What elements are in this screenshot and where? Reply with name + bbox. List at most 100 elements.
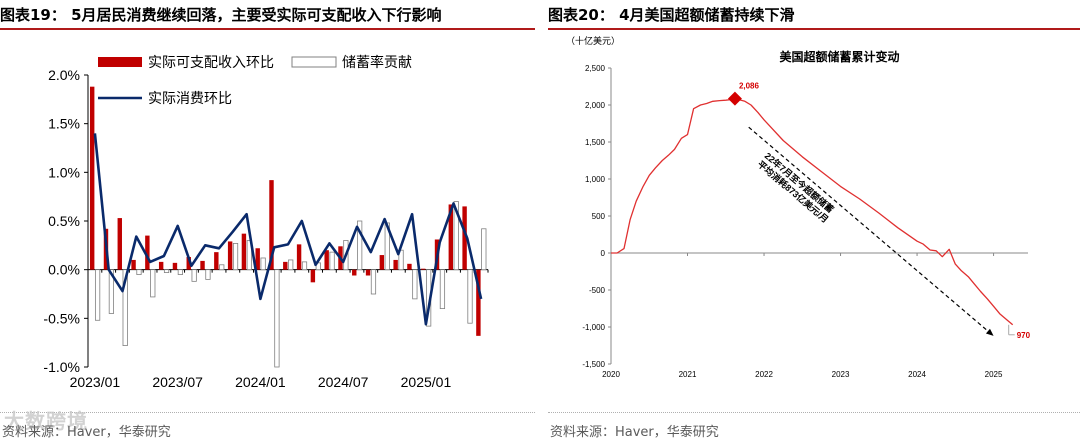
x-tick-label: 2020 (602, 370, 620, 379)
savings-bar (357, 220, 363, 271)
savings-bar (246, 240, 252, 271)
income-bar (241, 233, 247, 270)
figure-19-heading: 5月居民消费继续回落，主要受实际可支配收入下行影响 (71, 6, 442, 24)
x-tick-label: 2021 (679, 370, 697, 379)
income-bar (352, 269, 357, 276)
savings-bar (150, 269, 156, 298)
title-rule (548, 28, 1080, 30)
y-tick-label: -1,000 (582, 323, 605, 332)
income-bar (255, 248, 260, 270)
trend-annotation-line: 平均消耗873亿美元/月 (756, 158, 831, 224)
peak-label: 2,086 (739, 82, 760, 91)
income-bar (393, 259, 398, 270)
savings-bar (108, 269, 115, 314)
excess-savings-chart: （十亿美元） 美国超额储蓄累计变动 2,500 2,000 1,500 1,000 500 0… (566, 35, 1031, 379)
y-tick-label: 1,000 (585, 175, 606, 184)
income-bar (310, 269, 316, 283)
figure-19-label: 图表19： (0, 6, 66, 24)
y-tick-label: 2.0% (48, 67, 80, 83)
savings-bar (370, 269, 377, 295)
legend-label-income: 实际可支配收入环比 (148, 54, 274, 70)
income-bar (296, 244, 302, 270)
y-tick-label: 500 (592, 212, 606, 221)
savings-bar (288, 259, 294, 271)
trend-annotation-line: 22年7月至今超额储蓄 (763, 150, 836, 215)
savings-bar (94, 269, 101, 321)
income-bar (324, 250, 329, 270)
income-bar (283, 261, 288, 270)
figure-20-title: 图表20： 4月美国超额储蓄持续下滑 (548, 2, 795, 28)
y-tick-label: 2,000 (585, 101, 606, 110)
savings-bar (481, 228, 487, 271)
income-bar (131, 259, 136, 270)
savings-bar (439, 269, 446, 310)
y-tick-label: 1.0% (48, 164, 80, 180)
x-tick-label: 2022 (755, 370, 773, 379)
income-consumption-chart: 2.0% 1.5% 1.0% 0.5% 0.0% -0.5% -1.0%2023/01 202… (43, 54, 489, 390)
source-note: 资料来源：Haver，华泰研究 (550, 425, 719, 440)
chart-title: 美国超额储蓄累计变动 (779, 49, 899, 64)
y-tick-label: 0.0% (48, 262, 80, 278)
income-bar (227, 241, 233, 270)
income-bar (186, 257, 191, 270)
savings-bar (163, 269, 170, 273)
savings-bar (205, 269, 211, 280)
y-tick-label: -1,500 (582, 360, 605, 369)
consumption-line (93, 133, 483, 326)
x-tick-label: 2023/01 (70, 374, 121, 390)
income-bar (89, 86, 95, 270)
trend-arrow-line (748, 126, 994, 337)
savings-bar (398, 249, 404, 271)
unit-label: （十亿美元） (566, 35, 620, 46)
income-bar (421, 268, 426, 270)
source-rule (0, 412, 535, 413)
x-tick-label: 2024/07 (318, 374, 369, 390)
legend-swatch-savings (291, 56, 337, 68)
peak-marker (727, 91, 742, 106)
title-rule (0, 28, 535, 30)
income-bar (407, 263, 412, 270)
income-bar (448, 204, 454, 270)
savings-bar (412, 269, 418, 300)
savings-bar (260, 257, 266, 271)
income-bar (117, 218, 122, 270)
income-bar (365, 269, 371, 276)
savings-bar (467, 269, 473, 324)
income-bar (158, 261, 164, 270)
legend-swatch-income (98, 57, 142, 67)
y-tick-label: 1.5% (48, 116, 80, 132)
income-bar (269, 180, 274, 270)
savings-bar (453, 201, 459, 271)
savings-bar (301, 261, 308, 271)
trend-arrow-head (985, 328, 994, 336)
y-tick-label: 0.5% (48, 213, 80, 229)
x-tick-label: 2024 (908, 370, 926, 379)
income-bar (476, 269, 481, 336)
savings-bar (274, 269, 280, 368)
x-tick-label: 2024/01 (235, 374, 286, 390)
figure-19-panel: 图表19： 5月居民消费继续回落，主要受实际可支配收入下行影响 2.0% 1.5%… (0, 0, 535, 440)
y-tick-label: 0 (601, 249, 606, 258)
x-tick-label: 2025 (985, 370, 1003, 379)
figure-20-panel: 图表20： 4月美国超额储蓄持续下滑 （十亿美元） 美国超额储蓄累计变动 2,500… (548, 0, 1080, 440)
x-tick-label: 2023 (832, 370, 850, 379)
excess-savings-line (611, 97, 1014, 326)
savings-bar (136, 269, 142, 275)
income-bar (214, 252, 219, 270)
legend-label-consumption: 实际消费环比 (148, 90, 232, 106)
income-bar (200, 260, 205, 270)
savings-bar (177, 269, 183, 275)
savings-bar (191, 269, 197, 282)
y-tick-label: 2,500 (585, 64, 606, 73)
savings-bar (329, 251, 335, 271)
x-tick-label: 2023/07 (152, 374, 203, 390)
income-bar (172, 262, 178, 270)
savings-bar (232, 242, 239, 271)
y-tick-label: -1.0% (43, 359, 80, 375)
end-label: 970 (1017, 331, 1031, 340)
source-note: 资料来源：Haver，华泰研究 (2, 425, 171, 440)
figure-20-label: 图表20： (548, 6, 614, 24)
income-bar (462, 206, 467, 270)
savings-bar (219, 264, 225, 271)
